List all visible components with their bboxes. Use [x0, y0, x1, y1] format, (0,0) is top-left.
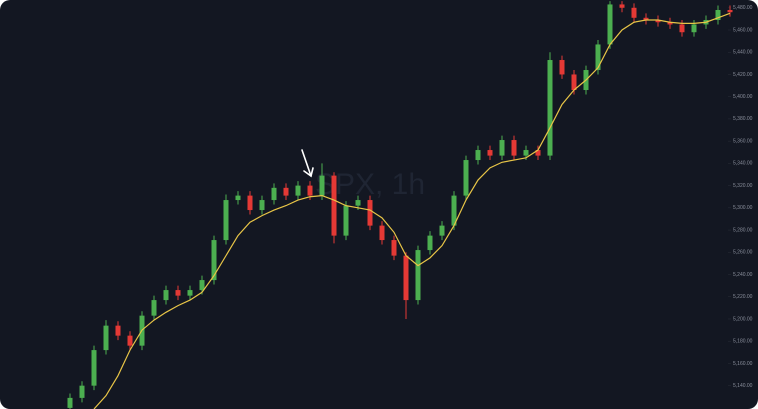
- candle-body: [199, 280, 205, 291]
- arrow: [301, 149, 314, 178]
- moving-average: [93, 12, 731, 409]
- y-tick-label: 5,280.00: [733, 227, 753, 233]
- y-tick-label: 5,400.00: [733, 94, 753, 100]
- candle-body: [415, 250, 421, 301]
- candle-body: [127, 335, 133, 346]
- candle-body: [427, 235, 433, 251]
- candle-body: [655, 20, 661, 23]
- candle-body: [343, 205, 349, 236]
- candle-body: [211, 240, 217, 281]
- candle-body: [619, 4, 625, 8]
- candle-body: [91, 350, 97, 386]
- y-tick-label: 5,240.00: [733, 272, 753, 278]
- candle-body: [463, 160, 469, 196]
- y-tick-label: 5,200.00: [733, 316, 753, 322]
- candle-body: [499, 140, 505, 156]
- y-tick-label: 5,460.00: [733, 27, 753, 33]
- candle-body: [727, 10, 733, 13]
- candle-body: [223, 200, 229, 241]
- y-tick-label: 5,260.00: [733, 250, 753, 256]
- y-tick-label: 5,300.00: [733, 205, 753, 211]
- candle-body: [475, 150, 481, 161]
- y-tick-label: 5,340.00: [733, 161, 753, 167]
- candle-body: [691, 24, 697, 33]
- candle-body: [271, 187, 277, 201]
- candle-body: [403, 255, 409, 301]
- candle-body: [643, 17, 649, 21]
- candle-body: [511, 140, 517, 156]
- candle-body: [235, 195, 241, 201]
- candle-body: [319, 175, 325, 196]
- candle-body: [259, 200, 265, 211]
- y-tick-label: 5,440.00: [733, 50, 753, 56]
- candle-body: [559, 60, 565, 75]
- candle-body: [607, 4, 613, 45]
- y-tick-label: 5,140.00: [733, 383, 753, 389]
- candle-body: [163, 290, 169, 301]
- candle-body: [187, 290, 193, 296]
- y-tick-label: 5,180.00: [733, 339, 753, 345]
- candle-body: [295, 185, 301, 196]
- candle-body: [679, 24, 685, 33]
- candle-body: [307, 185, 313, 196]
- candle-body: [535, 150, 541, 156]
- candle-body: [367, 200, 373, 226]
- y-tick-label: 5,480.00: [733, 5, 753, 11]
- candle-body: [391, 240, 397, 256]
- candle-body: [115, 325, 121, 336]
- candle-body: [595, 44, 601, 71]
- candle-body: [175, 290, 181, 296]
- candle-body: [487, 150, 493, 156]
- candle-body: [523, 150, 529, 156]
- candle-body: [331, 175, 337, 236]
- candle-body: [283, 187, 289, 196]
- candle-body: [103, 325, 109, 351]
- candle-body: [439, 225, 445, 236]
- candle-body: [67, 397, 73, 408]
- y-tick-label: 5,360.00: [733, 138, 753, 144]
- candle-body: [571, 74, 577, 91]
- candle-body: [379, 225, 385, 241]
- candle-body: [79, 385, 85, 398]
- candle-body: [715, 10, 721, 21]
- candle-body: [247, 195, 253, 211]
- y-tick-label: 5,320.00: [733, 183, 753, 189]
- y-tick-label: 5,220.00: [733, 294, 753, 300]
- candle-body: [355, 200, 361, 206]
- candle-body: [451, 195, 457, 226]
- candle-body: [631, 7, 637, 18]
- candle-body: [151, 300, 157, 316]
- y-tick-label: 5,380.00: [733, 116, 753, 122]
- y-tick-label: 5,420.00: [733, 72, 753, 78]
- y-tick-label: 5,160.00: [733, 361, 753, 367]
- candle-body: [667, 22, 673, 25]
- candle-body: [547, 60, 553, 156]
